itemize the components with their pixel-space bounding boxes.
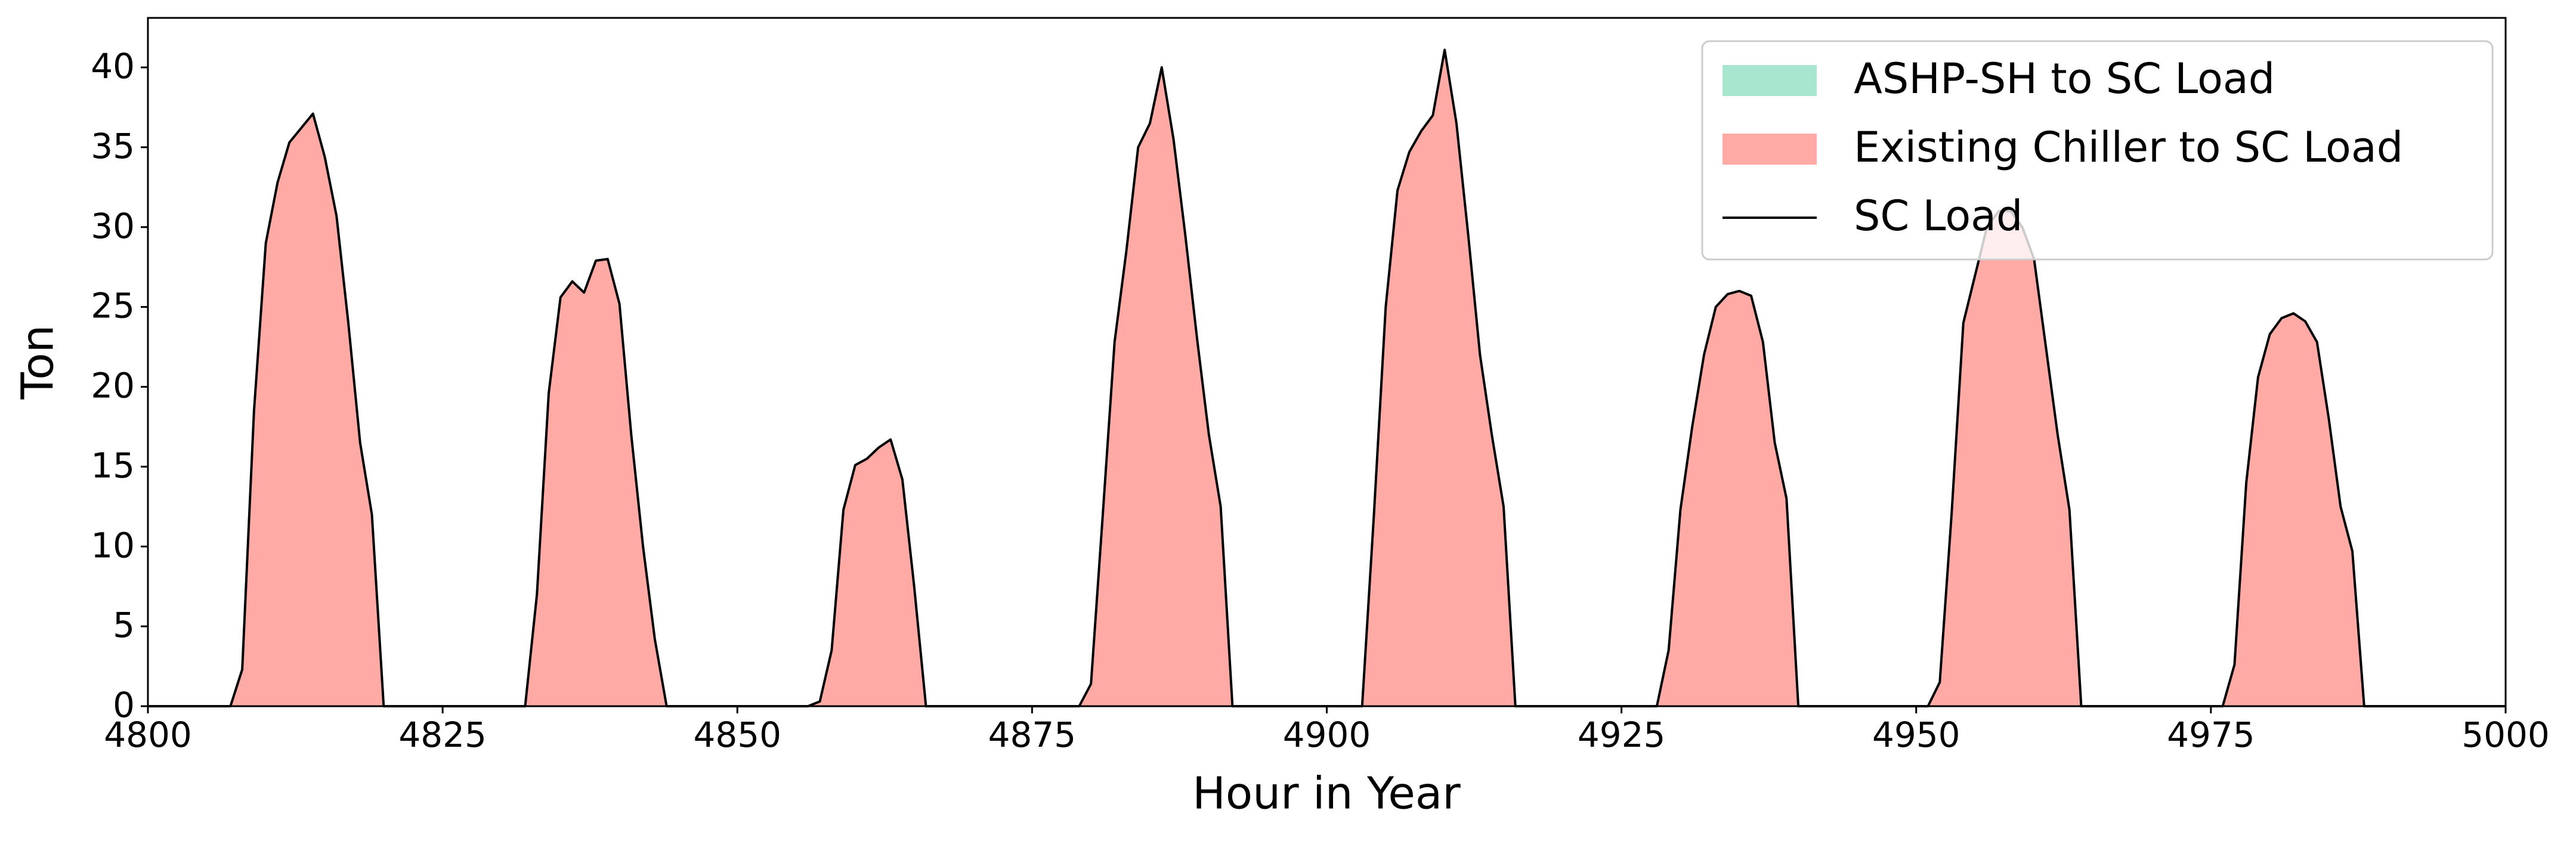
area <box>148 50 2506 706</box>
y-tick-label: 35 <box>91 126 135 166</box>
legend: ASHP-SH to SC Load Existing Chiller to SC… <box>1701 40 2494 261</box>
legend-label: Existing Chiller to SC Load <box>1854 123 2403 172</box>
legend-box <box>1701 40 2494 261</box>
legend-label: ASHP-SH to SC Load <box>1854 54 2275 103</box>
legend-swatch <box>1723 134 1817 165</box>
y-tick-label: 20 <box>91 366 135 406</box>
x-tick-label: 4950 <box>1872 715 1960 755</box>
x-tick-label: 4975 <box>2167 715 2255 755</box>
y-tick-label: 5 <box>113 605 135 645</box>
x-tick-label: 4825 <box>398 715 487 755</box>
y-tick-label: 40 <box>91 46 135 86</box>
plot-area <box>148 48 2506 707</box>
x-tick-label: 4800 <box>104 715 192 755</box>
y-tick-label: 0 <box>113 685 135 725</box>
y-tick-label: 30 <box>91 206 135 246</box>
x-tick-label: 4850 <box>693 715 781 755</box>
x-tick-label: 4875 <box>988 715 1077 755</box>
x-tick-label: 5000 <box>2461 715 2550 755</box>
x-axis-label: Hour in Year <box>1192 768 1461 820</box>
y-tick-label: 10 <box>91 525 135 565</box>
x-tick-label: 4900 <box>1283 715 1371 755</box>
line <box>148 48 2506 707</box>
y-tick-label: 25 <box>91 286 135 326</box>
y-axis-label: Ton <box>13 325 64 400</box>
y-tick-label: 15 <box>91 445 135 486</box>
legend-swatch <box>1723 65 1817 96</box>
legend-label: SC Load <box>1854 191 2023 240</box>
x-tick-label: 4925 <box>1578 715 1666 755</box>
